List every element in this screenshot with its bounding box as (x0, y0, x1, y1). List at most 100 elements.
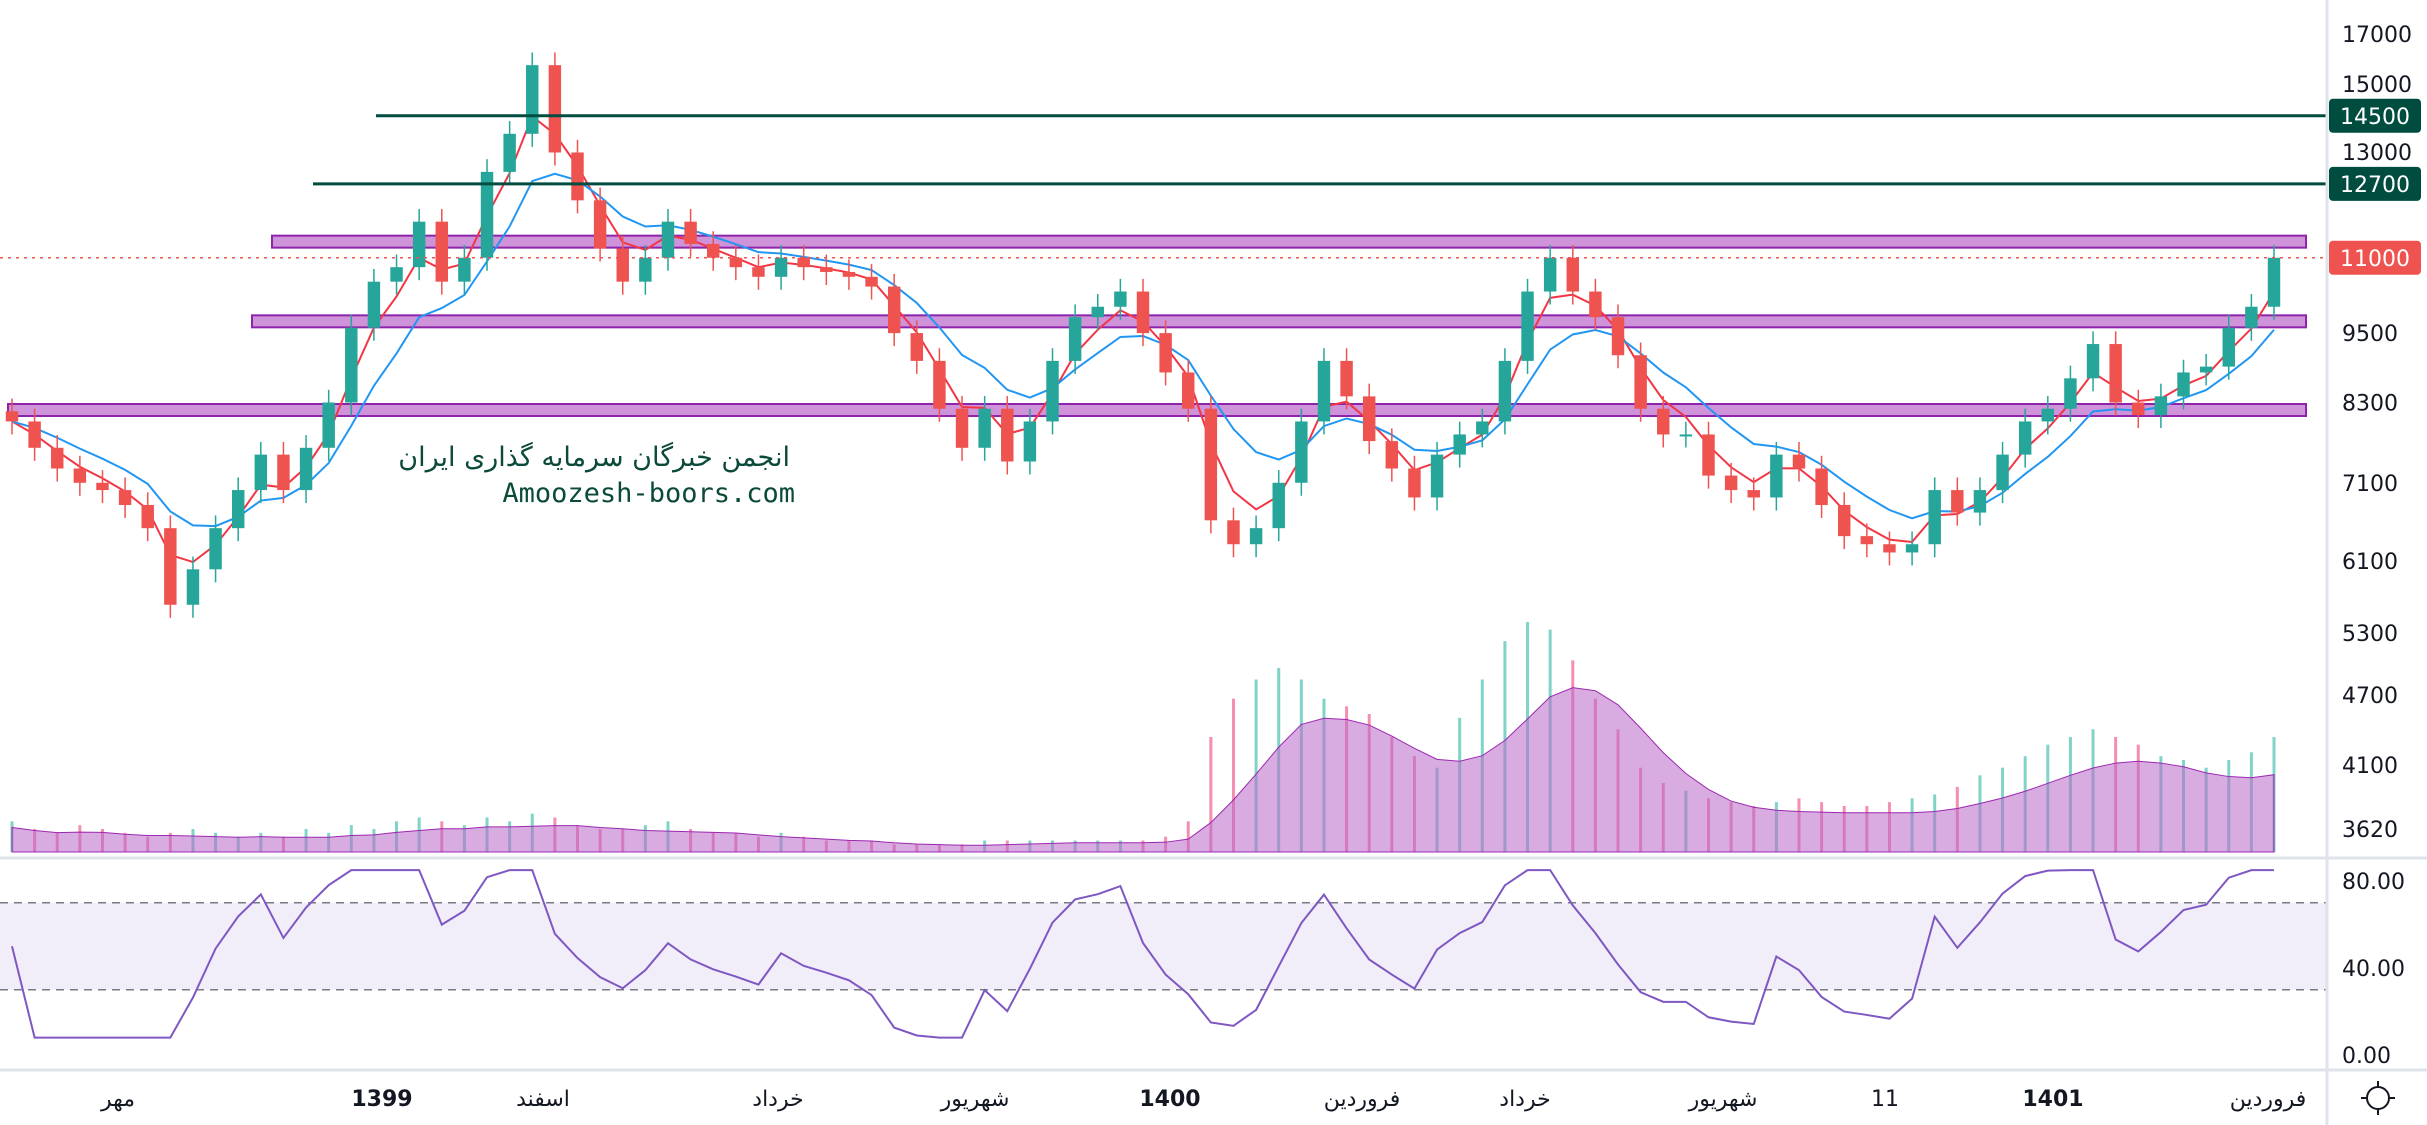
rsi-band (0, 902, 2327, 990)
time-label: خرداد (1499, 1087, 1550, 1112)
volume-bar (1231, 698, 1235, 852)
candle-body (548, 65, 562, 153)
candle-body (209, 528, 222, 570)
candle-body (28, 421, 41, 448)
candle-body (933, 360, 946, 409)
candle-body (1272, 482, 1285, 529)
candle-body (1476, 421, 1489, 435)
volume-bar (1186, 821, 1190, 852)
price-tick-label: 9500 (2342, 322, 2398, 347)
candle-body (73, 468, 87, 483)
price-tick-label: 4100 (2342, 754, 2398, 779)
candle-body (2086, 344, 2100, 379)
candle-body (2267, 257, 2281, 307)
candle-body (706, 243, 720, 258)
candle-body (1362, 396, 1376, 442)
zones (7, 234, 2307, 418)
price-tick-label: 4700 (2342, 684, 2398, 709)
candle-body (526, 65, 539, 134)
zone-box (7, 403, 2307, 418)
price-tick-label: 3620 (2342, 818, 2398, 843)
time-label: فروردین (2230, 1087, 2307, 1112)
level-tag-label: 11000 (2340, 247, 2410, 272)
candle-body (2199, 366, 2213, 373)
candle-body (2177, 372, 2190, 397)
candle-body (1249, 528, 1263, 545)
candle-body (1770, 454, 1783, 498)
level-tag-label: 14500 (2340, 105, 2410, 130)
price-tick-label: 5300 (2342, 622, 2398, 647)
gear-icon[interactable] (2361, 1081, 2395, 1115)
level-tag-14500 (2329, 98, 2421, 133)
rsi-line (11, 869, 2274, 1039)
candle-body (1860, 536, 1874, 545)
candle-body (435, 221, 449, 282)
candle-body (978, 408, 991, 448)
candle-body (480, 171, 494, 258)
candle-body (1883, 544, 1896, 553)
candle-body (1068, 317, 1082, 361)
candle-body (1566, 257, 1580, 292)
candle-body (1159, 333, 1172, 373)
candle-body (2154, 396, 2168, 416)
candle-body (277, 454, 290, 491)
candle-body (1182, 372, 1195, 409)
candle-body (684, 221, 697, 244)
candle-body (1611, 317, 1625, 356)
candle-body (503, 133, 516, 172)
watermark: انجمن خبرگان سرمایه گذاری ایران Amoozesh… (398, 441, 795, 509)
time-label: شهریور (940, 1087, 1010, 1112)
candle-body (412, 221, 426, 268)
candle-body (1227, 520, 1240, 545)
price-tick-label: 7100 (2342, 472, 2398, 497)
candle-body (2109, 344, 2122, 403)
candle-body (639, 257, 652, 282)
candle-body (1837, 504, 1851, 537)
candle-body (118, 490, 132, 505)
candle-body (2222, 327, 2235, 367)
volume-bar (1254, 679, 1258, 852)
candle-body (1905, 544, 1919, 553)
candle-body (593, 200, 607, 249)
zone-box (271, 234, 2307, 249)
candle-body (1928, 490, 1941, 545)
candle-body (1521, 291, 1534, 361)
time-axis[interactable]: مهر 1399 اسفند خرداد شهریور 1400 فروردین خرداد ش… (100, 1087, 2306, 1112)
price-tick-label: 8300 (2342, 392, 2398, 417)
candle-body (1724, 475, 1738, 491)
candle-body (96, 482, 109, 491)
candle-body (842, 271, 856, 277)
candle-body (2018, 421, 2032, 455)
candle-body (955, 408, 969, 448)
candle-body (1543, 257, 1557, 292)
price-axis[interactable]: 17000 15000 13000 9500 8300 7100 6100 5300 4700 4… (2342, 23, 2412, 843)
candle-body (729, 257, 743, 268)
candle-body (1589, 291, 1602, 318)
candle-body (299, 447, 313, 491)
candle-body (231, 490, 245, 529)
candle-body (1430, 454, 1444, 498)
rsi-tick-label: 40.00 (2342, 957, 2405, 982)
candle-body (186, 569, 200, 605)
candle-body (1023, 421, 1037, 462)
candle-body (1679, 434, 1693, 437)
candle-body (1204, 408, 1218, 521)
candle-body (1295, 421, 1308, 483)
candle-body (661, 221, 675, 258)
price-tick-label: 13000 (2342, 141, 2412, 166)
candle-body (1408, 468, 1421, 498)
candle-body (774, 257, 788, 277)
volume-ma-area (11, 687, 2275, 853)
candle-body (2064, 378, 2077, 409)
candle-body (1385, 441, 1399, 469)
level-tag-label: 12700 (2340, 173, 2410, 198)
time-label: خرداد (752, 1087, 803, 1112)
levels: 14500 12700 11000 (0, 98, 2421, 275)
time-label: شهریور (1688, 1087, 1758, 1112)
candle-body (1815, 468, 1828, 505)
candle-body (1046, 360, 1059, 422)
price-tick-label: 6100 (2342, 550, 2398, 575)
candle-body (865, 276, 878, 287)
watermark-line2: Amoozesh-boors.com (502, 478, 795, 509)
